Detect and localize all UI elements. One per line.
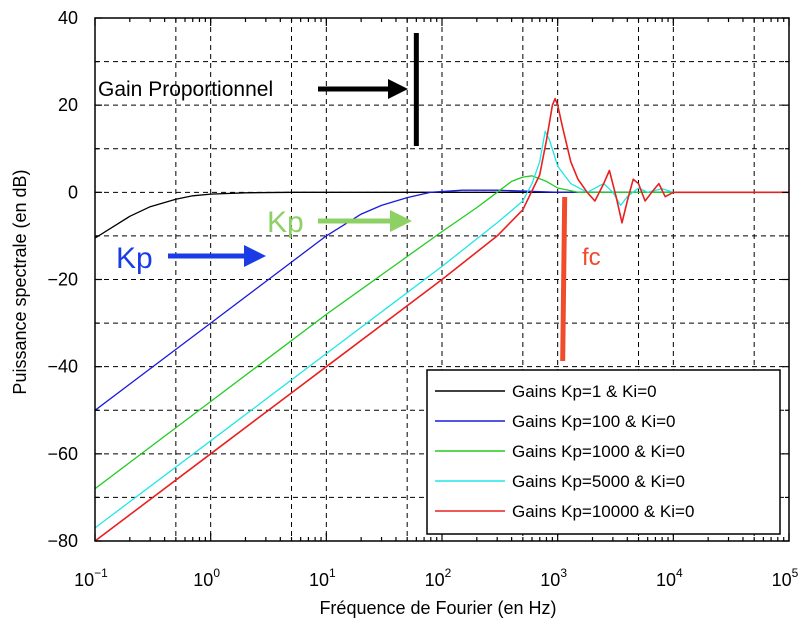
legend-label: Gains Kp=1000 & Ki=0	[512, 442, 685, 461]
x-tick-label: 102	[425, 566, 452, 590]
y-axis-title: Puissance spectrale (en dB)	[10, 169, 30, 394]
y-tick-label: −40	[47, 357, 78, 377]
legend: Gains Kp=1 & Ki=0 Gains Kp=100 & Ki=0 Gain…	[426, 369, 781, 535]
legend-box	[426, 369, 781, 535]
annotations: Gain Proportionnel Kp Kp fc	[98, 33, 601, 362]
x-axis-title: Fréquence de Fourier (en Hz)	[319, 598, 556, 618]
series-curves	[95, 97, 789, 541]
kp-green-arrow-head	[390, 210, 412, 232]
y-tick-label: 0	[68, 182, 78, 202]
tick-labels: 40 20 0 −20 −40 −60 −80 10−1 100 101 102 103 104 105	[47, 8, 798, 590]
legend-label: Gains Kp=10000 & Ki=0	[512, 502, 694, 521]
series-line	[95, 191, 789, 239]
x-tick-label: 10−1	[74, 566, 108, 590]
series-line	[95, 130, 789, 529]
kp-green-label: Kp	[267, 206, 304, 239]
series-line	[95, 189, 789, 411]
x-tick-label: 101	[309, 566, 336, 590]
legend-label: Gains Kp=100 & Ki=0	[512, 412, 676, 431]
kp-blue-arrow-head	[244, 245, 266, 267]
x-tick-label: 100	[193, 566, 220, 590]
gain-arrow-head	[388, 79, 408, 99]
fc-label: fc	[582, 244, 601, 271]
x-tick-label: 104	[656, 566, 683, 590]
y-tick-label: 40	[58, 8, 78, 28]
legend-label: Gains Kp=1 & Ki=0	[512, 382, 657, 401]
x-tick-label: 105	[772, 566, 799, 590]
y-tick-label: −80	[47, 531, 78, 551]
series-line	[95, 97, 789, 541]
series-line	[95, 175, 789, 490]
y-tick-label: 20	[58, 95, 78, 115]
x-tick-label: 103	[540, 566, 567, 590]
gain-proportionnel-label: Gain Proportionnel	[98, 78, 273, 101]
legend-label: Gains Kp=5000 & Ki=0	[512, 472, 685, 491]
y-tick-label: −20	[47, 270, 78, 290]
kp-blue-label: Kp	[116, 242, 153, 275]
fc-marker-bar	[560, 196, 568, 362]
y-tick-label: −60	[47, 444, 78, 464]
